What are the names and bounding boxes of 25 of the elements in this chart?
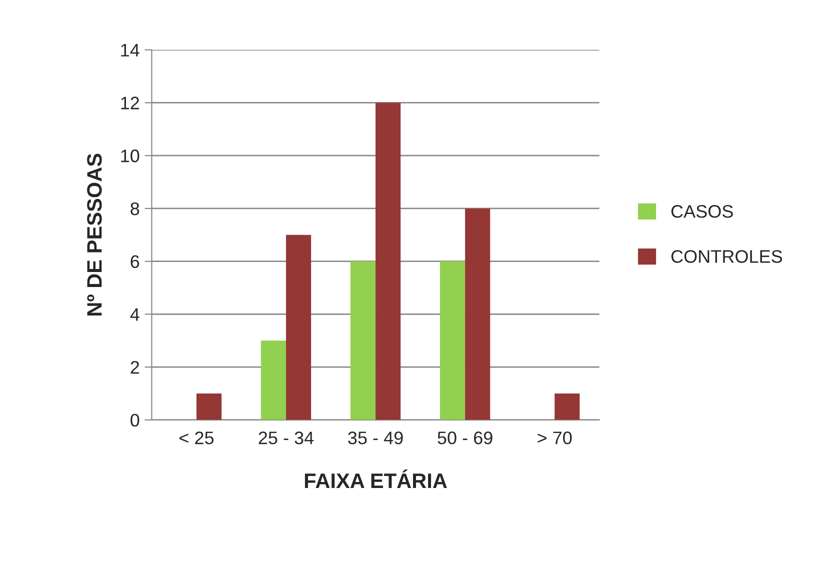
bar xyxy=(260,340,286,420)
bar xyxy=(196,393,222,420)
y-tick-label: 0 xyxy=(130,414,140,427)
x-tick-label: 25 - 34 xyxy=(258,432,314,444)
bar xyxy=(286,234,312,420)
bar xyxy=(440,261,466,420)
legend-label: CONTROLES xyxy=(671,250,782,263)
x-tick-label: 35 - 49 xyxy=(348,432,403,444)
x-tick-label: > 70 xyxy=(538,432,572,444)
x-axis-title: FAIXA ETÁRIA xyxy=(304,469,447,488)
bar xyxy=(554,393,580,420)
y-tick-label: 10 xyxy=(121,150,140,162)
legend-label: CASOS xyxy=(671,205,733,218)
x-tick-label: 50 - 69 xyxy=(438,432,492,444)
bar xyxy=(376,102,401,420)
y-tick-label: 12 xyxy=(121,96,139,110)
y-axis-title: Nº DE PESSOAS xyxy=(87,154,102,316)
x-tick-label: < 25 xyxy=(180,432,214,444)
bar xyxy=(350,261,376,420)
y-tick-label: 14 xyxy=(121,44,140,56)
y-tick-label: 2 xyxy=(130,360,139,374)
y-tick-label: 4 xyxy=(130,308,140,321)
bar xyxy=(465,208,490,420)
y-tick-label: 8 xyxy=(130,202,140,216)
y-tick-label: 6 xyxy=(130,255,140,268)
